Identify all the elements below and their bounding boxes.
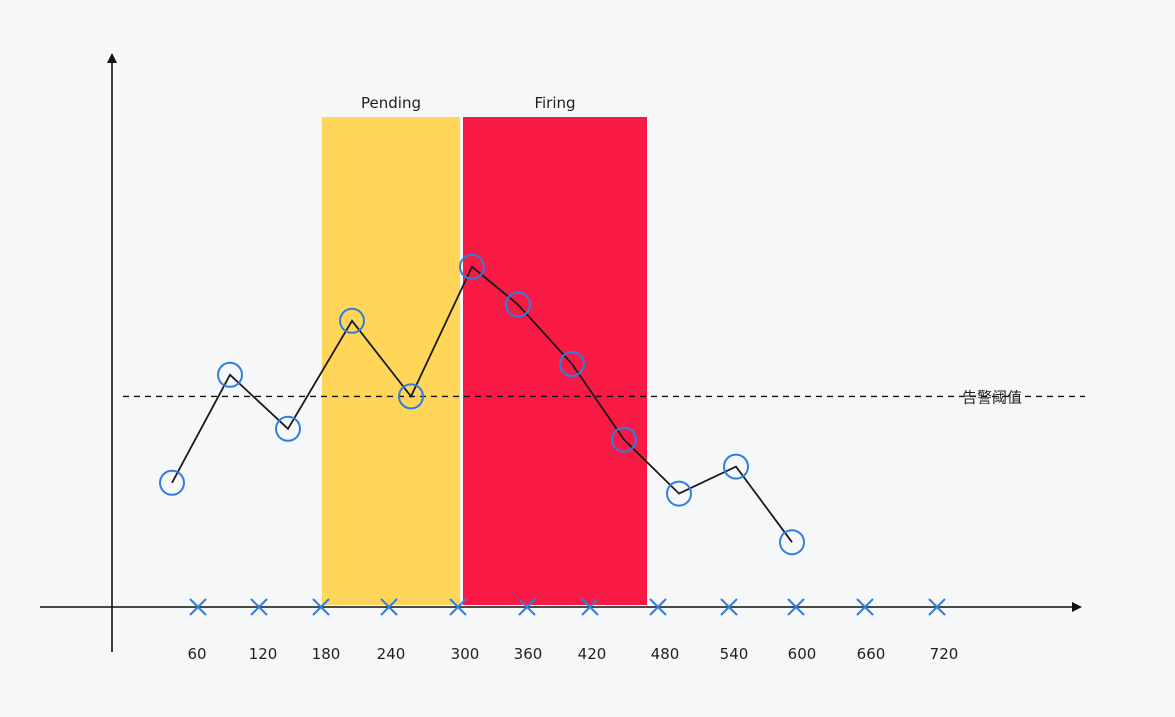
tick-mark	[312, 598, 330, 616]
tick-label: 720	[930, 645, 959, 663]
tick-cross-b	[649, 598, 667, 616]
data-point	[666, 480, 692, 507]
tick-label: 360	[514, 645, 543, 663]
band-pending	[322, 117, 460, 605]
tick-mark	[928, 598, 946, 616]
data-point	[217, 361, 243, 388]
data-point	[505, 291, 531, 318]
tick-mark	[649, 598, 667, 616]
tick-mark	[856, 598, 874, 616]
tick-label: 180	[312, 645, 341, 663]
tick-mark	[189, 598, 207, 616]
tick-label: 600	[788, 645, 817, 663]
data-point	[459, 253, 485, 280]
tick-label: 60	[187, 645, 206, 663]
tick-cross-b	[312, 598, 330, 616]
tick-cross-b	[787, 598, 805, 616]
tick-cross-b	[250, 598, 268, 616]
series-line	[171, 265, 793, 543]
tick-label: 240	[377, 645, 406, 663]
tick-mark	[581, 598, 599, 616]
data-point	[398, 383, 424, 410]
band-label-pending: Pending	[361, 94, 421, 112]
tick-mark	[449, 598, 467, 616]
data-point	[611, 426, 637, 453]
tick-cross-b	[518, 598, 536, 616]
tick-label: 480	[651, 645, 680, 663]
tick-mark	[518, 598, 536, 616]
tick-label: 300	[451, 645, 480, 663]
threshold-label: 告警阈值	[962, 388, 1022, 406]
tick-label: 420	[578, 645, 607, 663]
tick-cross-b	[189, 598, 207, 616]
data-point	[275, 415, 301, 442]
tick-mark	[787, 598, 805, 616]
band-firing	[463, 117, 647, 605]
tick-mark	[250, 598, 268, 616]
band-label-firing: Firing	[534, 94, 575, 112]
data-point	[159, 469, 185, 496]
data-point	[559, 351, 585, 377]
tick-label: 540	[720, 645, 749, 663]
data-point	[339, 307, 365, 334]
tick-cross-b	[449, 598, 467, 616]
data-point	[779, 529, 805, 556]
data-point	[723, 453, 749, 480]
tick-label: 660	[857, 645, 886, 663]
tick-cross-b	[581, 598, 599, 616]
tick-mark	[720, 598, 738, 616]
tick-cross-b	[380, 598, 398, 616]
tick-cross-b	[928, 598, 946, 616]
tick-cross-b	[720, 598, 738, 616]
tick-mark	[380, 598, 398, 616]
tick-label: 120	[249, 645, 278, 663]
tick-cross-b	[856, 598, 874, 616]
